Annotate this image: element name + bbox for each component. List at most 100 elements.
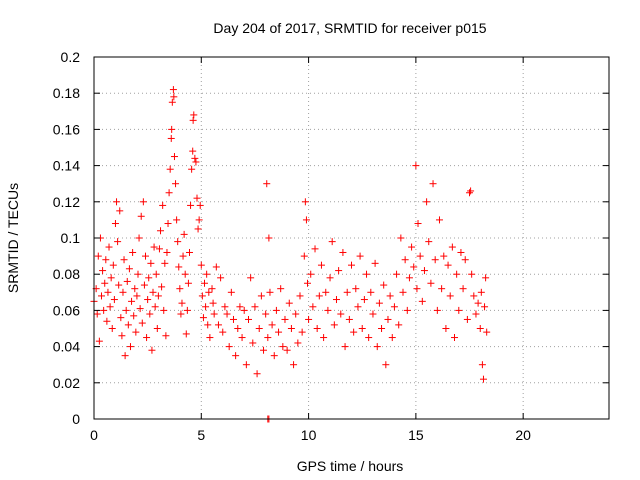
data-point (240, 306, 248, 314)
data-point (175, 263, 183, 271)
data-point (150, 243, 158, 251)
data-point (203, 270, 211, 278)
data-point (119, 288, 127, 296)
data-point (209, 299, 217, 307)
data-point (339, 248, 347, 256)
data-point (193, 194, 201, 202)
data-point (266, 288, 274, 296)
data-point (166, 165, 174, 173)
data-point (375, 299, 383, 307)
data-point (227, 288, 235, 296)
data-point (115, 281, 123, 289)
data-point (481, 303, 489, 311)
y-tick-label: 0.18 (53, 85, 80, 101)
data-point (188, 165, 196, 173)
data-point (358, 325, 366, 332)
data-point (478, 361, 486, 369)
data-point (197, 261, 205, 269)
data-point (265, 234, 273, 242)
data-point (221, 303, 229, 311)
data-point (369, 310, 377, 318)
data-point (146, 310, 154, 318)
data-point (476, 325, 484, 332)
data-point (159, 201, 167, 209)
y-tick-label: 0.08 (53, 266, 80, 282)
data-point (148, 346, 156, 354)
data-point (292, 310, 300, 318)
data-point (182, 330, 190, 338)
data-point (126, 343, 134, 351)
data-point (131, 285, 139, 293)
data-point (94, 252, 102, 260)
data-point (463, 315, 471, 323)
data-point (110, 296, 118, 304)
data-point (304, 279, 312, 287)
data-point (482, 274, 490, 282)
data-point (144, 296, 152, 304)
data-point (168, 98, 176, 106)
data-point (201, 279, 209, 287)
data-point (412, 162, 420, 170)
data-point (170, 153, 178, 161)
data-point (408, 243, 416, 251)
y-tick-label: 0.2 (61, 49, 81, 65)
data-point (301, 198, 309, 206)
data-point (440, 252, 448, 260)
data-point (180, 230, 188, 238)
data-point (457, 248, 465, 256)
data-point (137, 212, 145, 220)
data-point (431, 256, 439, 264)
y-tick-label: 0.16 (53, 121, 80, 137)
data-point (136, 305, 144, 313)
data-point (418, 297, 426, 305)
data-point (352, 285, 360, 293)
data-point (399, 288, 407, 296)
data-point (149, 288, 157, 296)
data-point (206, 334, 214, 342)
data-point (260, 346, 268, 354)
data-point (129, 248, 137, 256)
data-point (93, 310, 101, 318)
data-point (155, 245, 163, 253)
data-point (262, 310, 270, 318)
data-point (140, 281, 148, 289)
y-tick-label: 0.02 (53, 375, 80, 391)
data-point (343, 288, 351, 296)
y-tick-label: 0.12 (53, 194, 80, 210)
data-point (177, 310, 185, 318)
data-point (328, 238, 336, 246)
data-point (403, 306, 411, 314)
data-point (326, 274, 334, 282)
chart-title: Day 204 of 2017, SRMTID for receiver p01… (213, 20, 486, 36)
data-point (281, 315, 289, 323)
x-tick-label: 15 (408, 427, 424, 443)
data-point (446, 292, 454, 300)
data-point (315, 292, 323, 300)
data-point (285, 299, 293, 307)
data-point (116, 207, 124, 215)
data-point (459, 285, 467, 293)
data-point (238, 334, 246, 342)
data-point (179, 252, 187, 260)
data-point (255, 325, 263, 332)
data-point (253, 370, 261, 378)
data-points (90, 86, 491, 423)
data-point (181, 270, 189, 278)
data-point (133, 292, 141, 300)
data-point (453, 270, 461, 278)
data-point (158, 283, 166, 291)
data-point (298, 328, 306, 336)
data-point (470, 292, 478, 300)
data-point (210, 310, 218, 318)
data-point (184, 279, 192, 287)
data-point (365, 334, 373, 342)
data-point (105, 243, 113, 251)
data-point (192, 158, 200, 166)
data-point (134, 270, 142, 278)
data-point (187, 201, 195, 209)
data-point (483, 328, 491, 336)
data-point (425, 238, 433, 246)
data-point (154, 292, 162, 300)
data-point (102, 256, 110, 264)
